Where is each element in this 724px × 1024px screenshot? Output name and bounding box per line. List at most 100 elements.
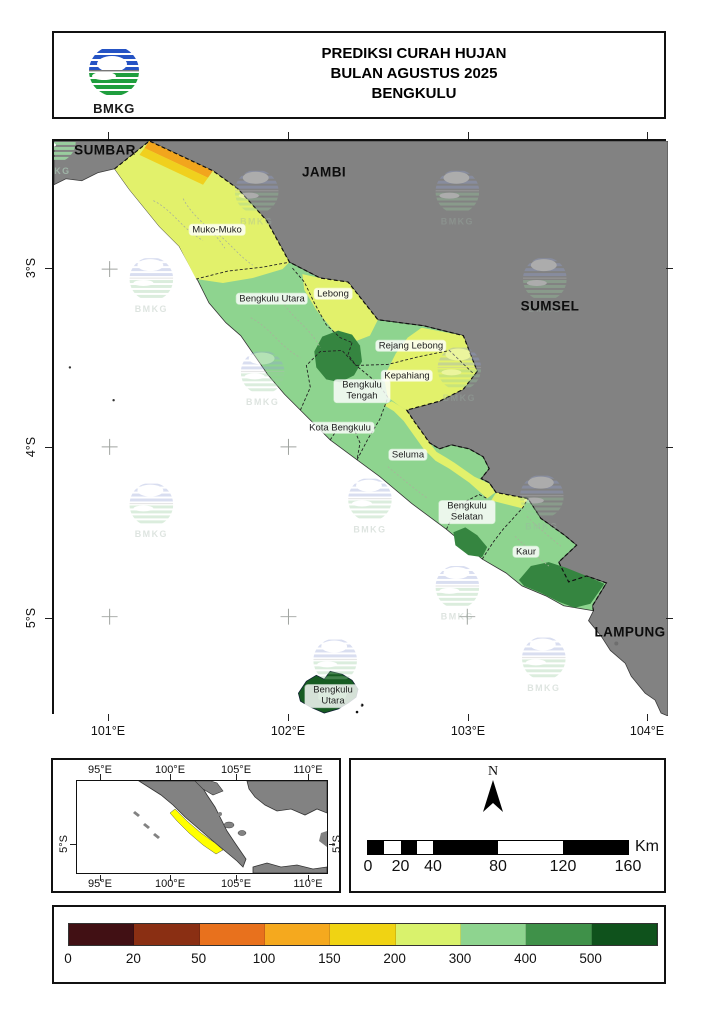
title-line-1: PREDIKSI CURAH HUJAN <box>321 45 507 62</box>
inset-lon-top-105: 105°E <box>220 764 252 776</box>
tick <box>288 714 289 721</box>
inset-bangka <box>223 821 235 829</box>
tick <box>308 774 309 780</box>
patch-bengkulu-tengah <box>314 330 362 383</box>
bmkg-logo: BMKG <box>84 43 144 116</box>
legend-boundary-label: 400 <box>514 951 537 966</box>
tick <box>647 132 648 139</box>
legend-boundary-label: 150 <box>318 951 341 966</box>
tick <box>329 844 335 845</box>
tick <box>666 268 673 269</box>
inset-islet <box>218 812 222 816</box>
legend-segment <box>526 924 592 945</box>
inset-sumatra <box>137 780 247 868</box>
province-border-dashed <box>114 140 608 611</box>
tick <box>108 132 109 139</box>
north-label: N <box>487 764 499 779</box>
tick <box>45 618 52 619</box>
label-enggano: Bengkulu Utara <box>305 684 361 708</box>
tick <box>666 447 673 448</box>
legend-segment <box>461 924 527 945</box>
tick <box>647 714 648 721</box>
subdistrict-lines <box>153 198 561 567</box>
legend-boundary-label: 50 <box>191 951 207 966</box>
inset-belitung <box>237 830 247 836</box>
lon-label-104e: 104°E <box>629 724 665 738</box>
islet-dot-4 <box>112 399 115 402</box>
legend-segment <box>134 924 200 945</box>
scale-num-160: 160 <box>614 858 642 875</box>
patch-kaur-coast <box>453 527 488 558</box>
tick <box>170 875 171 881</box>
tick <box>308 875 309 881</box>
legend-boundary-label: 500 <box>579 951 602 966</box>
inset-frame <box>76 780 328 874</box>
tick <box>45 268 52 269</box>
legend-boundary-label: 100 <box>252 951 276 966</box>
scale-segment <box>400 841 417 854</box>
inset-mentawai <box>133 811 160 839</box>
lat-label-3s: 3°S <box>24 257 38 279</box>
north-arrow-icon <box>483 780 503 812</box>
tick <box>170 774 171 780</box>
inset-lon-top-100: 100°E <box>154 764 186 776</box>
label-jambi: JAMBI <box>301 164 347 180</box>
scale-bar <box>367 840 629 855</box>
label-bengkulu-tengah: Bengkulu Tengah <box>334 379 390 403</box>
region-selatan-strip-fill <box>491 492 528 509</box>
label-bengkulu-selatan: Bengkulu Selatan <box>439 500 495 524</box>
inset-lat-left: 5°S <box>58 835 70 853</box>
tick <box>100 774 101 780</box>
inset-lon-bot-100: 100°E <box>154 878 186 890</box>
inset-lon-bot-95: 95°E <box>88 878 112 890</box>
islet-dot-1 <box>360 703 364 707</box>
tick <box>288 132 289 139</box>
scale-segment <box>433 841 498 854</box>
legend-boundary-label: 200 <box>383 951 406 966</box>
lon-label-103e: 103°E <box>450 724 486 738</box>
label-mukomuko: Muko-Muko <box>189 224 245 236</box>
label-bengkulu-utara: Bengkulu Utara <box>236 293 308 305</box>
scale-segment <box>563 841 628 854</box>
legend-box: 0 20 50 100 150 200 300 400 500 <box>52 905 666 984</box>
tick <box>100 875 101 881</box>
header-box: BMKG PREDIKSI CURAH HUJAN BULAN AGUSTUS … <box>52 31 666 119</box>
tick <box>666 618 673 619</box>
label-kaur: Kaur <box>512 546 540 558</box>
inset-lon-top-95: 95°E <box>88 764 112 776</box>
label-sumsel: SUMSEL <box>520 298 580 314</box>
islet-dot-5 <box>614 641 619 646</box>
title-line-3: BENGKULU <box>371 85 457 102</box>
strip-orange <box>144 141 213 178</box>
scale-segment <box>368 841 385 854</box>
inset-lon-top-110: 110°E <box>293 764 323 776</box>
legend-bar <box>68 923 658 946</box>
scale-num-0: 0 <box>363 858 373 875</box>
lat-label-4s: 4°S <box>24 436 38 458</box>
scale-unit-label: Km <box>635 838 659 855</box>
label-lampung: LAMPUNG <box>594 624 666 640</box>
inset-edge-island <box>319 831 327 847</box>
label-lebong: Lebong <box>314 288 352 300</box>
legend-segment <box>199 924 265 945</box>
legend-segment <box>69 924 135 945</box>
label-rejang-lebong: Rejang Lebong <box>375 340 447 352</box>
inset-map-box: 95°E 100°E 105°E 110°E 95°E 100°E 105°E … <box>51 758 343 893</box>
islet-dot-2 <box>355 710 359 714</box>
strip-gold <box>139 147 208 185</box>
region-mukomuko-fill <box>114 141 290 284</box>
legend-segment <box>395 924 461 945</box>
scale-num-20: 20 <box>391 858 410 875</box>
inset-lon-bot-110: 110°E <box>293 878 323 890</box>
islet-dot-3 <box>68 366 72 369</box>
watermark-text: BMKG <box>54 166 71 176</box>
title-line-2: BULAN AGUSTUS 2025 <box>330 65 498 82</box>
legend-segment <box>330 924 396 945</box>
legend-boundary-label: 20 <box>125 951 141 966</box>
inset-map <box>77 780 328 874</box>
lon-label-102e: 102°E <box>270 724 306 738</box>
tick <box>45 447 52 448</box>
tick <box>236 774 237 780</box>
page-title: PREDIKSI CURAH HUJAN BULAN AGUSTUS 2025 … <box>174 44 654 104</box>
scale-num-80: 80 <box>489 858 507 875</box>
